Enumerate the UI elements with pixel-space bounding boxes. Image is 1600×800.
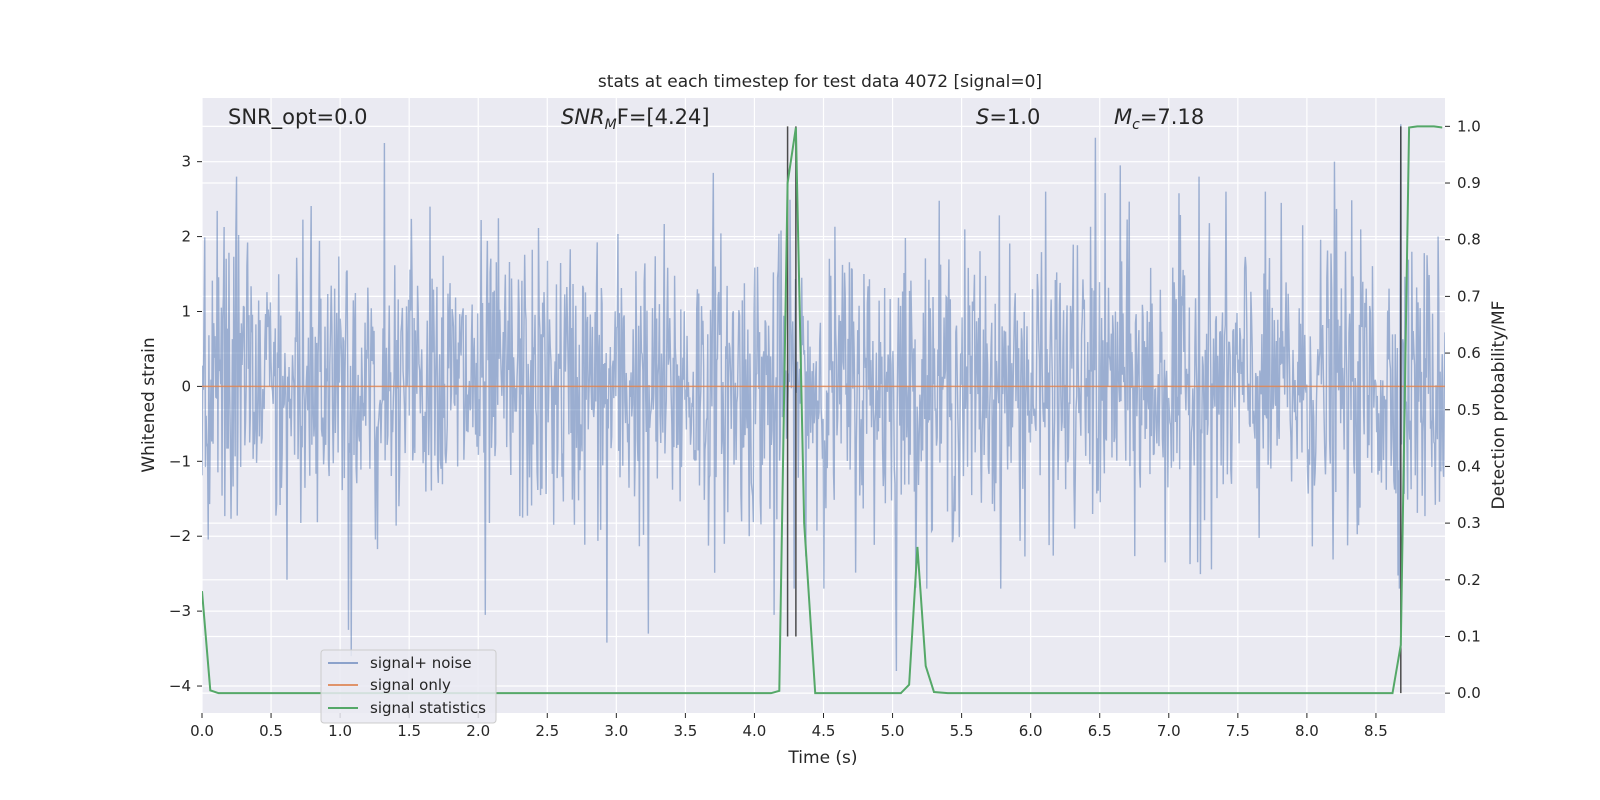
annotation-snr-mf-sub: M xyxy=(605,117,617,133)
x-tick-label: 5.0 xyxy=(881,722,905,740)
chart-title: stats at each timestep for test data 407… xyxy=(598,72,1042,92)
y-right-tick-label: 0.7 xyxy=(1457,287,1481,305)
annotation-mc: Mc=7.18 xyxy=(1114,105,1204,133)
x-tick-label: 0.0 xyxy=(190,722,214,740)
x-tick-label: 1.5 xyxy=(397,722,421,740)
x-axis-ticks: 0.0 0.5 1.0 1.5 2.0 2.5 3.0 3.5 4.0 4.5 5.0 5.5 6.0 6… xyxy=(190,713,1388,740)
y-right-tick-label: 0.0 xyxy=(1457,684,1481,702)
x-tick-label: 3.0 xyxy=(604,722,628,740)
y-right-tick-label: 0.1 xyxy=(1457,627,1481,645)
y-axis-left-ticks: 3 2 1 0 −1 −2 −3 −4 xyxy=(169,153,202,695)
x-tick-label: 7.0 xyxy=(1157,722,1181,740)
annotation-mc-rest: =7.18 xyxy=(1140,105,1204,129)
y-tick-label: −4 xyxy=(169,677,191,695)
annotation-mc-base: M xyxy=(1114,105,1132,129)
y-right-tick-label: 0.5 xyxy=(1457,401,1481,419)
y-right-tick-label: 0.4 xyxy=(1457,457,1481,475)
annotation-s-base: S xyxy=(976,105,989,129)
y-tick-label: 2 xyxy=(181,228,191,246)
annotation-snr-mf-rest: F=[4.24] xyxy=(617,105,710,129)
series-signal-plus-noise xyxy=(202,124,1445,672)
y-right-tick-label: 0.6 xyxy=(1457,344,1481,362)
y-tick-label: −1 xyxy=(169,452,191,470)
annotation-snr-mf: SNRMF=[4.24] xyxy=(561,105,710,133)
x-tick-label: 8.5 xyxy=(1364,722,1388,740)
y-right-tick-label: 0.9 xyxy=(1457,174,1481,192)
x-tick-label: 6.0 xyxy=(1019,722,1043,740)
annotation-s: S=1.0 xyxy=(976,105,1040,129)
legend-label-statistics: signal statistics xyxy=(370,699,486,717)
y-axis-label-left: Whitened strain xyxy=(139,337,159,472)
annotations: SNR_opt=0.0 SNRMF=[4.24] S=1.0 Mc=7.18 xyxy=(228,105,1204,133)
y-axis-label-right: Detection probability/MF xyxy=(1489,301,1509,510)
annotation-s-rest: =1.0 xyxy=(989,105,1040,129)
annotation-snr-opt: SNR_opt=0.0 xyxy=(228,105,368,130)
chart-title-group: stats at each timestep for test data 407… xyxy=(598,72,1042,92)
x-tick-label: 0.5 xyxy=(259,722,283,740)
x-tick-label: 6.5 xyxy=(1088,722,1112,740)
y-right-tick-label: 0.2 xyxy=(1457,571,1481,589)
legend-box xyxy=(320,649,497,724)
x-tick-label: 2.0 xyxy=(466,722,490,740)
y-tick-label: −2 xyxy=(169,527,191,545)
annotation-mc-sub: c xyxy=(1132,117,1140,133)
legend-label-noise: signal+ noise xyxy=(370,654,472,672)
x-tick-label: 5.5 xyxy=(950,722,974,740)
x-tick-label: 4.5 xyxy=(812,722,836,740)
y-right-tick-label: 1.0 xyxy=(1457,117,1481,135)
x-tick-label: 4.0 xyxy=(743,722,767,740)
y-right-tick-label: 0.3 xyxy=(1457,514,1481,532)
legend-label-signal-only: signal only xyxy=(370,676,451,694)
legend: signal+ noise signal only signal statist… xyxy=(320,649,497,724)
y-right-tick-label: 0.8 xyxy=(1457,231,1481,249)
y-tick-label: 0 xyxy=(181,377,191,395)
x-tick-label: 1.0 xyxy=(328,722,352,740)
x-tick-label: 8.0 xyxy=(1295,722,1319,740)
x-tick-label: 3.5 xyxy=(673,722,697,740)
y-tick-label: 3 xyxy=(181,153,191,171)
x-axis-label: Time (s) xyxy=(787,748,857,768)
y-axis-right-ticks: 1.0 0.9 0.8 0.7 0.6 0.5 0.4 0.3 0.2 0.1 0.0 xyxy=(1445,117,1481,702)
x-tick-label: 7.5 xyxy=(1226,722,1250,740)
y-tick-label: 1 xyxy=(181,302,191,320)
x-tick-label: 2.5 xyxy=(535,722,559,740)
annotation-snr-mf-base: SNR xyxy=(561,105,605,129)
y-tick-label: −3 xyxy=(169,602,191,620)
